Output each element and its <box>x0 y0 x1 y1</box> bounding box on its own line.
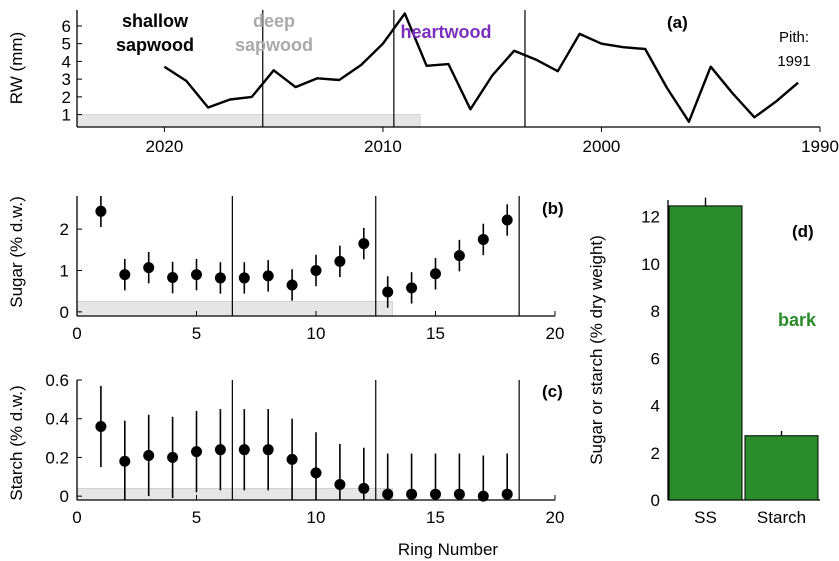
panel-b-point <box>501 214 513 226</box>
panel-b-point <box>453 250 465 262</box>
panel-c-point <box>238 444 250 456</box>
panel-b-xtick-label: 20 <box>546 324 565 343</box>
panel-a-ytick-label: 2 <box>62 88 71 107</box>
panel-b-point <box>214 272 226 284</box>
panel-c-ytick-label: 0.4 <box>45 410 69 429</box>
panel-d-annotation: bark <box>778 310 817 330</box>
panel-b-point <box>406 282 418 294</box>
panel-c-point <box>214 444 226 456</box>
panel-c-ylabel: Starch (% d.w.) <box>7 385 26 500</box>
panel-c-xtick-label: 0 <box>72 508 81 527</box>
panel-d-ytick-label: 4 <box>651 397 660 416</box>
panel-b-point <box>119 269 131 281</box>
panel-b-point <box>95 205 107 217</box>
panel-c-point <box>191 446 202 458</box>
panel-a-pith-note: Pith: 1991 <box>777 29 810 70</box>
panel-c-xtick-label: 10 <box>307 508 326 527</box>
panel-a-ytick-label: 4 <box>62 52 71 71</box>
panel-a-ytick-label: 6 <box>62 17 71 36</box>
shared-xlabel: Ring Number <box>398 540 498 559</box>
panel-c-point <box>286 453 298 465</box>
panel-c-point <box>95 420 107 432</box>
panel-c-point <box>262 444 274 456</box>
panel-c-label: (c) <box>542 382 563 401</box>
panel-b-point <box>143 262 155 274</box>
panel-c-point <box>477 490 489 502</box>
panel-a-ytick-label: 5 <box>62 35 71 54</box>
panel-b-xtick-label: 15 <box>426 324 445 343</box>
panel-b-point <box>430 268 441 280</box>
panel-b-point <box>334 255 346 267</box>
panel-c-point <box>334 479 346 491</box>
panel-a-xtick-label: 1990 <box>801 137 839 156</box>
panel-a-xtick-label: 2020 <box>145 137 183 156</box>
panel-c-point <box>501 488 513 500</box>
panel-d: 0 2 4 6 8 10 12 SS Starch Sugar or starch (% dry… <box>587 197 820 527</box>
panel-d-bar-starch <box>744 435 819 501</box>
panel-a-zone-label-shallow: shallow sapwood <box>116 11 194 55</box>
panel-a-ytick-label: 1 <box>62 106 71 125</box>
panel-b-ytick-label: 0 <box>60 303 69 322</box>
panel-c-point <box>453 488 465 500</box>
panel-c-point <box>406 488 418 500</box>
panel-c-ytick-label: 0.6 <box>45 371 69 390</box>
panel-c-xtick-label: 5 <box>192 508 201 527</box>
panel-a-ytick-label: 3 <box>62 70 71 89</box>
panel-d-ylabel: Sugar or starch (% dry weight) <box>587 235 606 465</box>
panel-d-bar-ss <box>668 205 743 501</box>
panel-a-ring-width-line <box>163 12 799 123</box>
panel-a-xtick-label: 2010 <box>364 137 402 156</box>
panel-b-point <box>262 270 274 282</box>
panel-c-point <box>358 482 370 494</box>
panel-b-shaded-band <box>76 301 393 317</box>
panel-c-point <box>430 488 441 500</box>
panel-d-ytick-label: 10 <box>641 255 660 274</box>
panel-c-point <box>119 455 131 467</box>
panel-d-ytick-label: 8 <box>651 302 660 321</box>
panel-c-point <box>167 451 179 463</box>
panel-a-zone-label-heartwood: heartwood <box>400 22 491 42</box>
panel-d-ytick-label: 6 <box>651 349 660 368</box>
panel-d-label: (d) <box>792 222 814 241</box>
panel-d-ytick-label: 0 <box>651 491 660 510</box>
panel-b-point <box>382 286 394 298</box>
panel-c-xtick-label: 20 <box>546 508 565 527</box>
panel-a-shaded-band <box>76 114 421 128</box>
panel-b-ylabel: Sugar (% d.w.) <box>7 196 26 308</box>
panel-a-xtick-label: 2000 <box>583 137 621 156</box>
panel-b-point <box>191 269 202 281</box>
panel-b-point <box>286 279 298 291</box>
panel-b-point <box>358 238 370 250</box>
panel-b-point <box>167 272 179 284</box>
panel-b-xtick-label: 10 <box>307 324 326 343</box>
panel-d-xtick-label: Starch <box>757 508 806 527</box>
panel-c-ytick-label: 0.2 <box>45 448 69 467</box>
panel-b-xtick-label: 5 <box>192 324 201 343</box>
panel-a-label: (a) <box>667 13 688 32</box>
panel-b-point <box>238 272 250 284</box>
panel-b-label: (b) <box>542 199 564 218</box>
panel-c-ytick-label: 0 <box>60 487 69 506</box>
panel-d-ytick-label: 12 <box>641 208 660 227</box>
panel-c-point <box>310 467 322 479</box>
panel-d-xtick-label: SS <box>694 508 717 527</box>
panel-b-xtick-label: 0 <box>72 324 81 343</box>
panel-c: 0 0.2 0.4 0.6 0 5 10 15 20 Starch (% d.w.) (c) <box>7 371 564 527</box>
panel-b-ytick-label: 2 <box>60 220 69 239</box>
panel-a-ylabel: RW (mm) <box>7 32 26 104</box>
panel-c-xtick-label: 15 <box>426 508 445 527</box>
panel-c-point <box>382 488 394 500</box>
panel-c-point <box>143 449 155 461</box>
panel-d-ytick-label: 2 <box>651 444 660 463</box>
panel-b-ytick-label: 1 <box>60 261 69 280</box>
panel-b-point <box>477 233 489 245</box>
panel-b-point <box>310 264 322 276</box>
panel-a-zone-label-deep: deep sapwood <box>235 11 313 55</box>
